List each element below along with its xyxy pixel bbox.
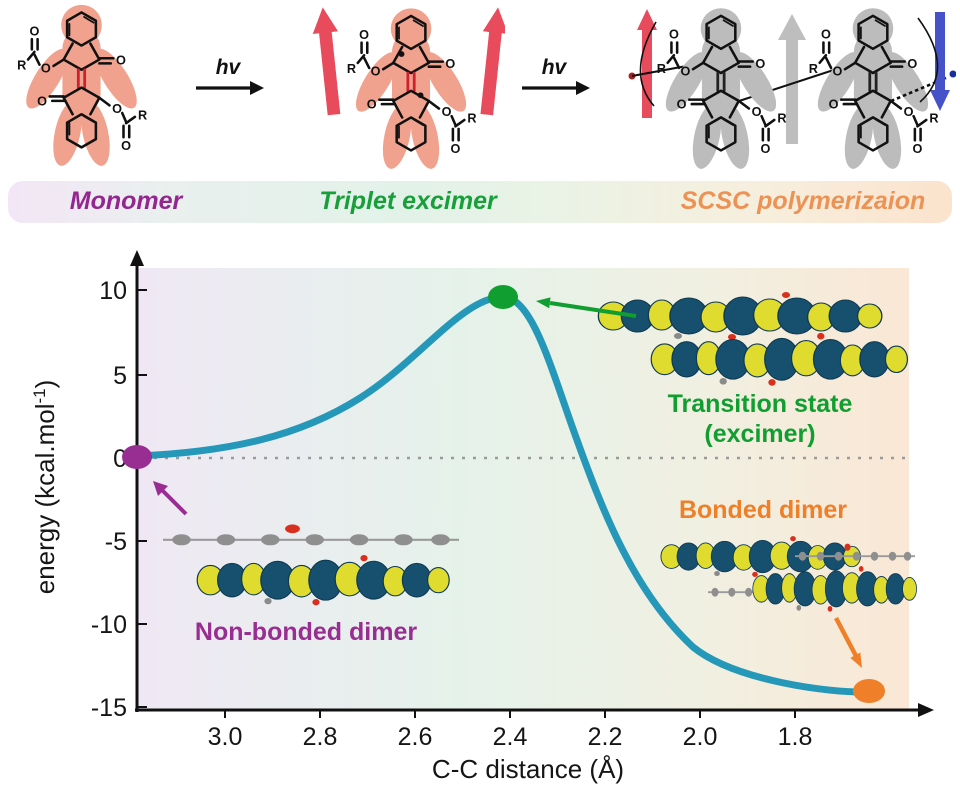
- axes: [135, 260, 922, 712]
- stage-label-scsc-polymerization: SCSC polymerizaion: [680, 187, 926, 215]
- angle-arc: [639, 21, 657, 107]
- hv-label-1: hv: [216, 58, 242, 79]
- x-axis-title: C-C distance (Å): [432, 754, 624, 784]
- stage-banner: Monomer Triplet excimer SCSC polymerizai…: [8, 181, 952, 223]
- radical-dot: [398, 51, 405, 57]
- y-tick-10: 10: [99, 277, 127, 305]
- monomer-structure: [15, 3, 149, 169]
- stage-label-triplet-excimer: Triplet excimer: [319, 187, 497, 215]
- y-tick-labels: 10 5 0 -5 -10 -15: [91, 277, 127, 722]
- hv-label-2: hv: [542, 58, 568, 79]
- forming-bond-dashed-line: [890, 76, 947, 103]
- spin-up-arrow-icon: [637, 9, 657, 118]
- angle-arc: [917, 17, 939, 103]
- scsc-polymer-structure: [628, 6, 956, 173]
- stage-label-monomer: Monomer: [69, 187, 183, 215]
- transition-state-label-line1: Transition state: [668, 390, 853, 418]
- y-axis-title-close: ): [30, 380, 60, 389]
- transition-state-label-line2: (excimer): [704, 420, 815, 448]
- transition-pointer-arrow: [536, 297, 637, 318]
- energy-diagram: 10 5 0 -5 -10 -15 3.0 2.8 2.6 2.4 2.2 2.…: [30, 250, 934, 784]
- y-tick-neg10: -10: [91, 611, 127, 639]
- reaction-scheme: hv hv: [0, 0, 960, 180]
- radical-site-dot-blue: [949, 70, 956, 78]
- nonbonded-pointer-arrow: [153, 481, 188, 516]
- bonded-pointer-arrow: [834, 616, 862, 668]
- y-axis-title-base: energy (kcal.mol: [30, 404, 60, 595]
- reaction-step-2: hv: [520, 58, 594, 102]
- bonded-dimer-label: Bonded dimer: [679, 496, 847, 524]
- nonbonded-dimer-label: Non-bonded dimer: [195, 618, 417, 646]
- x-tick-3.0: 3.0: [208, 723, 243, 751]
- spin-up-arrow-icon: [312, 7, 341, 116]
- x-tick-2.0: 2.0: [683, 723, 718, 751]
- reaction-arrow-1-icon: hv: [196, 58, 264, 95]
- radical-dot: [417, 92, 424, 99]
- y-axis-title: energy (kcal.mol-1): [30, 380, 60, 595]
- spin-down-arrow-icon: [930, 12, 950, 111]
- triplet-excimer-structure: [312, 6, 505, 172]
- x-tick-2.4: 2.4: [493, 723, 528, 751]
- x-tick-2.8: 2.8: [303, 723, 338, 751]
- transition-state-point: [488, 285, 518, 309]
- spin-flip-gray-arrow-icon: [778, 14, 806, 144]
- reaction-arrow-2-icon: hv: [522, 58, 590, 95]
- x-axis-ticks: [224, 710, 796, 718]
- x-tick-labels: 3.0 2.8 2.6 2.4 2.2 2.0 1.8: [208, 723, 813, 751]
- y-axis-arrowhead-icon: [130, 250, 144, 266]
- x-tick-2.6: 2.6: [398, 723, 433, 751]
- y-tick-neg15: -15: [91, 694, 127, 722]
- spin-up-arrow-icon: [480, 7, 505, 116]
- x-tick-2.2: 2.2: [588, 723, 623, 751]
- energy-curve: [133, 293, 872, 696]
- nonbonded-dimer-point: [122, 445, 152, 469]
- x-axis-arrowhead-icon: [918, 703, 934, 717]
- y-axis-title-superscript: -1: [30, 388, 49, 403]
- reaction-step-1: hv: [194, 58, 268, 102]
- x-tick-1.8: 1.8: [778, 723, 813, 751]
- y-axis-ticks: [137, 289, 147, 708]
- bonded-dimer-point: [853, 679, 885, 703]
- y-tick-neg5: -5: [105, 528, 127, 556]
- y-tick-5: 5: [113, 362, 127, 390]
